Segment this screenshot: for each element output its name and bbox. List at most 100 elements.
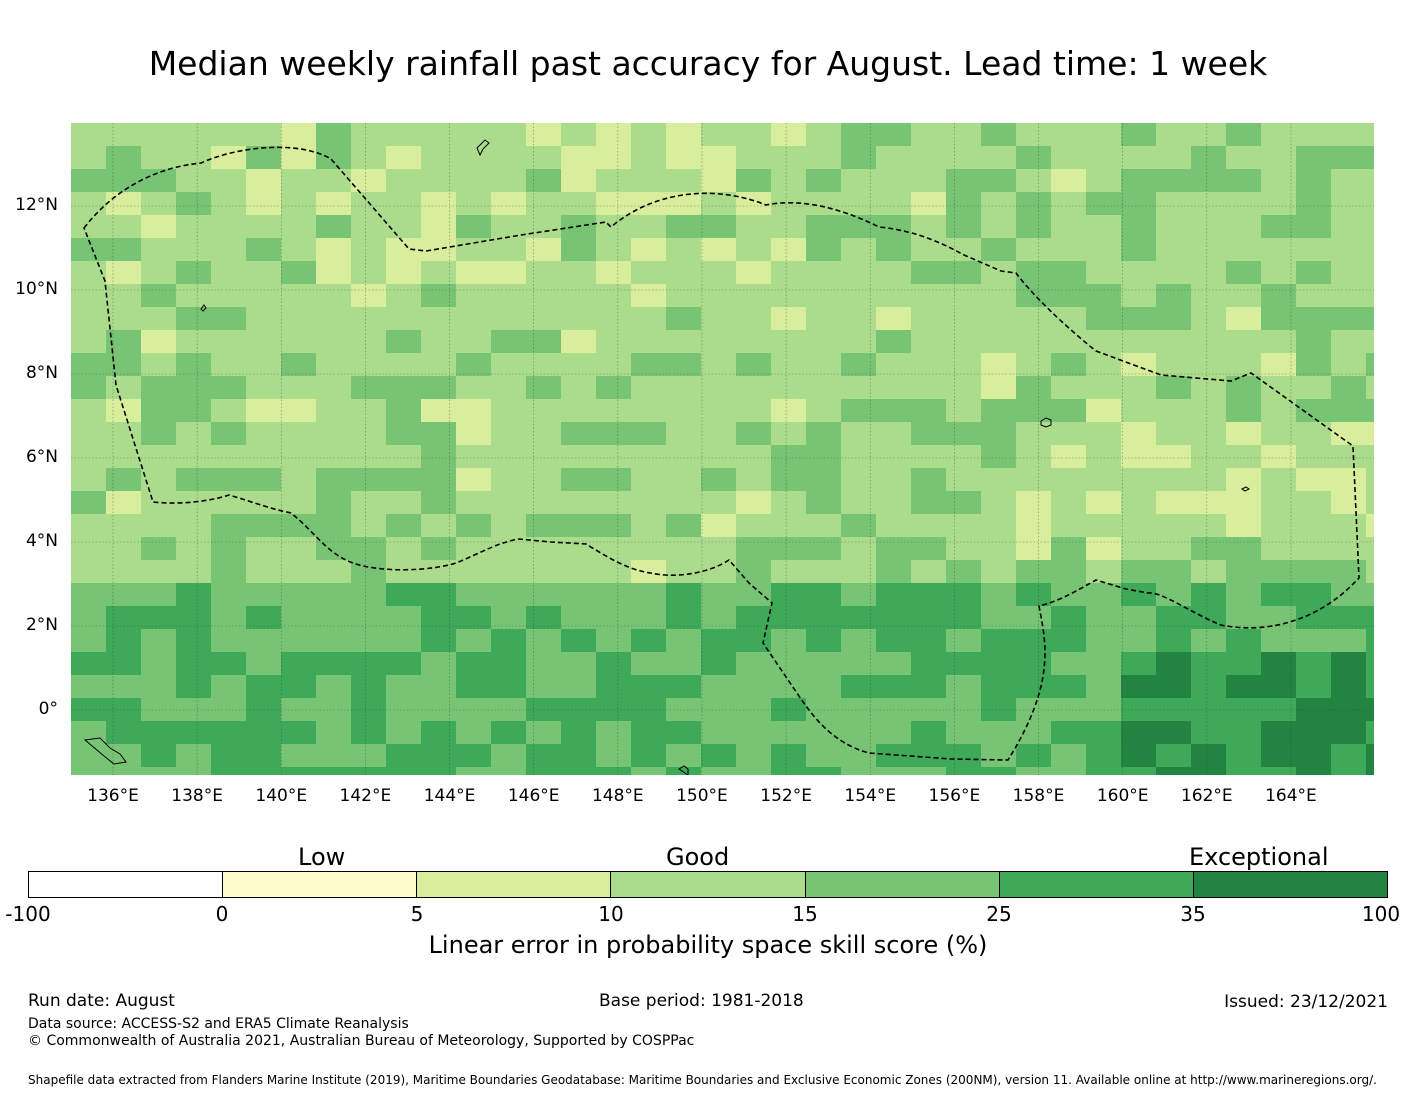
skill-cell (911, 307, 947, 331)
skill-cell (421, 261, 457, 285)
skill-cell (281, 169, 317, 193)
skill-cell (1226, 123, 1262, 147)
skill-cell (1226, 192, 1262, 216)
skill-cell (596, 744, 632, 768)
skill-cell (526, 675, 562, 699)
skill-cell (1156, 307, 1192, 331)
skill-cell (1016, 192, 1052, 216)
skill-cell (456, 675, 492, 699)
skill-cell (631, 215, 667, 239)
skill-cell (1121, 491, 1157, 515)
skill-cell (981, 399, 1017, 423)
skill-cell (421, 353, 457, 377)
skill-cell (1226, 629, 1262, 653)
category-exceptional: Exceptional (1189, 843, 1329, 871)
skill-cell (666, 721, 702, 745)
skill-cell (561, 767, 597, 775)
skill-cell (491, 238, 527, 262)
skill-cell (386, 675, 422, 699)
skill-cell (876, 629, 912, 653)
skill-cell (316, 721, 352, 745)
skill-cell (666, 284, 702, 308)
skill-cell (701, 537, 737, 561)
skill-cell (876, 376, 912, 400)
skill-cell (876, 606, 912, 630)
skill-cell (1226, 284, 1262, 308)
skill-cell (1226, 652, 1262, 676)
skill-cell (281, 583, 317, 607)
skill-cell (1226, 330, 1262, 354)
skill-cell (526, 330, 562, 354)
skill-cell (1051, 169, 1087, 193)
skill-cell (281, 399, 317, 423)
skill-cell (981, 353, 1017, 377)
skill-cell (71, 721, 107, 745)
skill-cell (281, 606, 317, 630)
skill-cell (351, 629, 387, 653)
skill-cell (106, 215, 142, 239)
skill-cell (316, 192, 352, 216)
skill-cell (631, 399, 667, 423)
skill-cell (946, 445, 982, 469)
skill-cell (981, 422, 1017, 446)
skill-cell (1261, 192, 1297, 216)
skill-cell (1051, 606, 1087, 630)
skill-cell (281, 422, 317, 446)
skill-cell (736, 284, 772, 308)
skill-cell (771, 606, 807, 630)
skill-cell (666, 744, 702, 768)
skill-cell (71, 675, 107, 699)
skill-cell (1261, 514, 1297, 538)
skill-cell (141, 606, 177, 630)
skill-cell (1051, 146, 1087, 170)
skill-cell (1016, 399, 1052, 423)
skill-cell (841, 330, 877, 354)
skill-cell (771, 169, 807, 193)
skill-cell (71, 399, 107, 423)
skill-cell (911, 146, 947, 170)
skill-cell (1226, 606, 1262, 630)
skill-cell (421, 583, 457, 607)
skill-cell (1261, 652, 1297, 676)
skill-cell (631, 284, 667, 308)
skill-cell (456, 330, 492, 354)
skill-cell (176, 514, 212, 538)
skill-cell (806, 399, 842, 423)
skill-cell (211, 123, 247, 147)
skill-cell (876, 238, 912, 262)
skill-cell (1226, 422, 1262, 446)
skill-cell (876, 353, 912, 377)
skill-cell (736, 514, 772, 538)
skill-cell (771, 537, 807, 561)
colorbar-tick: 5 (410, 902, 424, 926)
skill-cell (316, 353, 352, 377)
skill-cell (421, 744, 457, 768)
skill-cell (386, 169, 422, 193)
skill-cell (421, 767, 457, 775)
lon-label: 160°E (1096, 786, 1149, 806)
skill-cell (841, 721, 877, 745)
skill-cell (1191, 744, 1227, 768)
skill-cell (946, 675, 982, 699)
skill-cell (141, 629, 177, 653)
skill-cell (1191, 537, 1227, 561)
skill-cell (176, 123, 212, 147)
skill-cell (456, 123, 492, 147)
skill-cell (1366, 422, 1374, 446)
skill-cell (596, 767, 632, 775)
skill-cell (911, 583, 947, 607)
skill-cell (1051, 215, 1087, 239)
skill-cell (701, 330, 737, 354)
skill-cell (351, 376, 387, 400)
skill-cell (246, 376, 282, 400)
skill-cell (1051, 537, 1087, 561)
skill-cell (946, 261, 982, 285)
skill-cell (596, 192, 632, 216)
skill-cell (351, 330, 387, 354)
skill-cell (666, 606, 702, 630)
skill-cell (351, 146, 387, 170)
skill-cell (1226, 491, 1262, 515)
skill-cell (211, 353, 247, 377)
skill-cell (1016, 376, 1052, 400)
skill-cell (281, 215, 317, 239)
